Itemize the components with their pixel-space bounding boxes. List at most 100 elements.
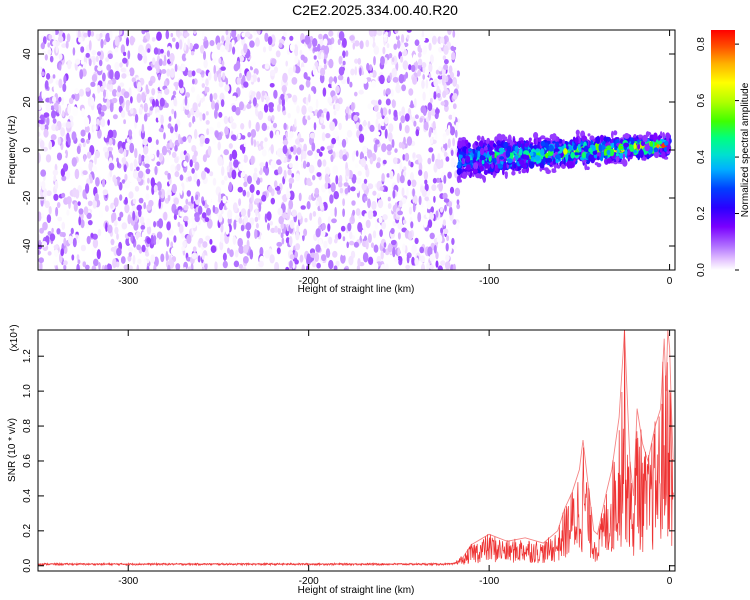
spectrogram-cell	[68, 97, 74, 105]
spectrogram-cell	[390, 239, 397, 246]
spectrogram-cell	[430, 137, 434, 145]
spectrogram-cell	[563, 148, 568, 155]
spectrogram-cell	[351, 235, 355, 240]
spectrogram-cell	[295, 230, 300, 241]
spectrogram-cell	[125, 142, 130, 151]
spectrogram-cell	[392, 76, 399, 83]
spectrogram-cell	[479, 155, 486, 161]
spectrogram-cell	[127, 50, 131, 60]
spectrogram-cell	[184, 108, 190, 116]
spectrogram-cell	[418, 195, 422, 206]
spectrogram-cell	[166, 68, 171, 77]
spectrogram-cell	[173, 110, 177, 120]
spectrogram-cell	[375, 118, 379, 128]
spectrogram-cell	[504, 136, 508, 141]
spectrogram-cell	[342, 154, 348, 162]
spectrogram-cell	[174, 156, 179, 164]
spectrogram-cell	[77, 166, 83, 173]
spectrogram-cell	[130, 96, 133, 104]
spectrogram-cell	[123, 119, 126, 125]
spectrogram-cell	[282, 145, 288, 155]
spectrogram-cell	[124, 203, 130, 214]
spectrogram-cell	[306, 255, 312, 266]
spectrogram-cell	[233, 219, 237, 230]
y-tick-label: 0.4	[22, 489, 33, 503]
spectrogram-cell	[232, 235, 237, 245]
spectrogram-cell	[231, 169, 237, 180]
spectrogram-cell	[403, 136, 406, 145]
spectrogram-cell	[221, 35, 225, 43]
spectrogram-cell	[183, 32, 190, 37]
spectrogram-cell	[354, 58, 359, 64]
spectrogram-cell	[167, 172, 171, 180]
spectrogram-cell	[638, 149, 644, 158]
spectrogram-cell	[123, 148, 127, 158]
spectrogram-cell	[287, 112, 291, 119]
spectrogram-cell	[442, 55, 447, 61]
spectrogram-cell	[187, 136, 192, 144]
spectrogram-cell	[233, 159, 239, 168]
spectrogram-cell	[443, 228, 449, 235]
spectrogram-cell	[206, 207, 211, 216]
spectrogram-cell	[186, 170, 191, 177]
spectrogram-cell	[229, 249, 234, 258]
spectrogram-cell	[49, 233, 56, 242]
spectrogram-cell	[266, 211, 272, 221]
spectrogram-cell	[414, 237, 419, 245]
spectrogram-cell	[132, 60, 136, 71]
spectrogram-cell	[519, 159, 525, 166]
spectrogram-cell	[145, 168, 151, 175]
spectrogram-cell	[376, 161, 381, 169]
spectrogram-cell	[563, 157, 566, 165]
spectrogram-cell	[282, 72, 288, 83]
spectrogram-cell	[96, 118, 100, 125]
spectrogram-cell	[436, 93, 441, 98]
spectrogram-cell	[48, 206, 52, 215]
spectrogram-cell	[408, 88, 414, 96]
spectrogram-cell	[51, 227, 54, 234]
spectrogram-cell	[176, 163, 181, 171]
spectrogram-cell	[448, 65, 453, 75]
spectrogram-cell	[288, 236, 293, 246]
spectrogram-cell	[174, 123, 178, 133]
spectrogram-cell	[264, 63, 270, 70]
spectrogram-cell	[268, 102, 274, 109]
spectrogram-cell	[253, 139, 257, 148]
spectrogram-cell	[151, 88, 156, 96]
spectrogram-cell	[371, 80, 376, 89]
spectrogram-cell	[160, 48, 164, 54]
spectrogram-cell	[90, 81, 96, 88]
spectrogram-cell	[186, 234, 192, 244]
spectrogram-cell	[38, 233, 41, 241]
spectrogram-cell	[109, 30, 113, 40]
spectrogram-cell	[283, 31, 287, 37]
x-tick-label: -100	[479, 576, 499, 587]
spectrogram-cell	[267, 115, 272, 122]
spectrogram-cell	[223, 149, 229, 156]
spectrogram-cell	[306, 76, 311, 82]
spectrogram-cell	[105, 222, 108, 233]
spectrogram-cell	[141, 123, 145, 134]
spectrogram-cell	[435, 177, 441, 183]
spectrogram-cell	[495, 156, 500, 162]
spectrogram-cell	[235, 106, 241, 116]
spectrogram-cell	[357, 222, 363, 233]
spectrogram-cell	[548, 144, 554, 152]
spectrogram-cell	[426, 200, 432, 210]
spectrogram-cell	[257, 111, 263, 121]
spectrogram-cell	[99, 210, 104, 218]
spectrogram-cell	[375, 139, 380, 145]
spectrogram-cell	[302, 160, 307, 169]
spectrogram-cell	[258, 202, 262, 213]
spectrogram-cell	[483, 169, 488, 176]
spectrogram-cell	[219, 232, 225, 243]
spectrogram-cell	[205, 120, 210, 125]
spectrogram-cell	[95, 33, 100, 40]
spectrogram-cell	[232, 202, 238, 213]
spectrogram-cell	[168, 115, 172, 122]
spectrogram-cell	[369, 156, 374, 165]
spectrogram-cell	[198, 237, 204, 244]
spectrogram-cell	[450, 45, 457, 52]
spectrogram-cell	[250, 76, 254, 83]
spectrogram-cell	[101, 178, 106, 188]
